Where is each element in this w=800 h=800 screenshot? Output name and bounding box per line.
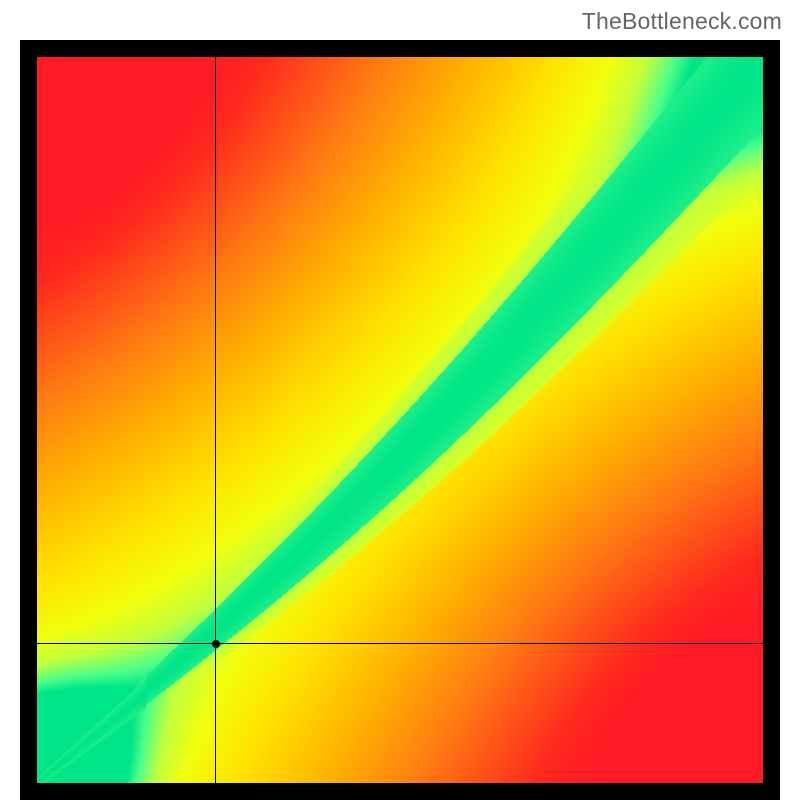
plot-area [20,40,780,800]
heatmap-canvas [37,57,763,783]
watermark-text: TheBottleneck.com [582,8,782,35]
chart-container: TheBottleneck.com [0,0,800,800]
crosshair-dot [212,640,220,648]
crosshair-vertical [215,57,216,783]
crosshair-horizontal [37,643,763,644]
